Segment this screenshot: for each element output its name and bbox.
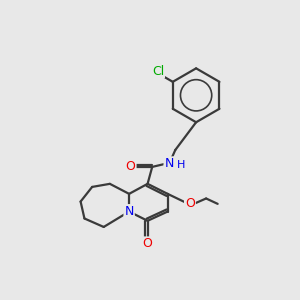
Text: H: H xyxy=(177,160,185,170)
Text: O: O xyxy=(126,160,136,173)
Text: O: O xyxy=(143,237,152,250)
Text: O: O xyxy=(185,197,195,210)
Text: Cl: Cl xyxy=(152,64,164,77)
Text: N: N xyxy=(124,205,134,218)
Text: N: N xyxy=(164,157,174,170)
